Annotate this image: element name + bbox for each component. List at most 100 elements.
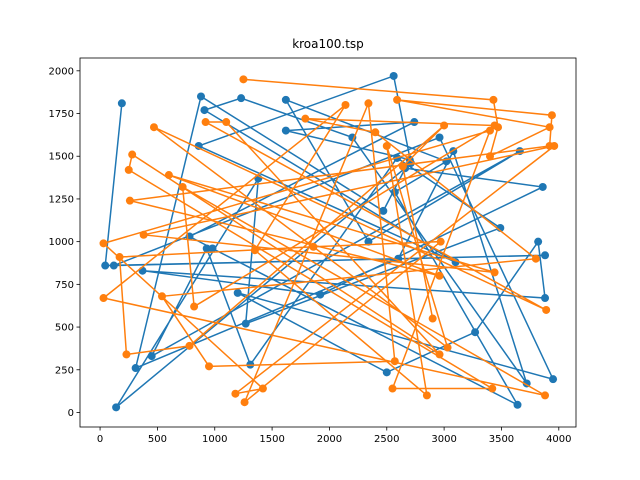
series-2-point bbox=[258, 384, 267, 393]
series-2-point bbox=[436, 237, 445, 246]
series-1-point bbox=[534, 237, 543, 246]
chart-title: kroa100.tsp bbox=[292, 37, 364, 51]
plot-frame bbox=[79, 57, 577, 428]
series-1-point bbox=[541, 294, 550, 303]
series-1-point bbox=[109, 261, 118, 270]
series-2-point bbox=[393, 95, 402, 104]
series-1-point bbox=[138, 266, 147, 275]
series-1-point bbox=[316, 290, 325, 299]
y-tick-label: 250 bbox=[55, 365, 74, 376]
series-2-point bbox=[250, 246, 259, 255]
series-1-point bbox=[435, 133, 444, 142]
series-2-point bbox=[201, 118, 210, 127]
series-1-point bbox=[538, 182, 547, 191]
series-2-point bbox=[490, 268, 499, 277]
series-2-point bbox=[128, 150, 137, 159]
series-2-point bbox=[440, 121, 449, 130]
series-2-point bbox=[149, 123, 158, 132]
series-1-point bbox=[131, 364, 140, 373]
y-tick-label: 2000 bbox=[49, 66, 74, 77]
series-2-point bbox=[158, 292, 166, 301]
series-layer bbox=[99, 71, 559, 412]
series-2-point bbox=[547, 111, 556, 120]
series-2-point bbox=[371, 128, 380, 137]
series-1-point bbox=[194, 141, 203, 150]
series-1-point bbox=[241, 319, 250, 328]
series-2-point bbox=[435, 350, 444, 359]
x-tick-label: 1000 bbox=[202, 434, 227, 445]
y-axis: 0 250 500 750 1000 1250 1500 1750 2000 bbox=[49, 66, 80, 419]
series-2-point bbox=[99, 239, 108, 248]
series-1-point bbox=[112, 403, 121, 412]
series-1-point bbox=[549, 375, 558, 384]
series-2-point bbox=[531, 254, 540, 263]
series-2-point bbox=[443, 343, 452, 352]
series-1-point bbox=[281, 126, 290, 135]
series-2-point bbox=[190, 302, 199, 311]
y-tick-label: 500 bbox=[55, 323, 74, 334]
series-1-point bbox=[541, 251, 550, 260]
series-2-point bbox=[489, 95, 498, 104]
series-2-point bbox=[99, 294, 108, 303]
series-1-point bbox=[382, 368, 391, 377]
series-1-point bbox=[208, 244, 217, 253]
series-1-point bbox=[233, 288, 242, 297]
x-tick-label: 2500 bbox=[374, 434, 399, 445]
series-1-point bbox=[237, 94, 246, 103]
series-2-point bbox=[240, 398, 249, 407]
series-2-point bbox=[485, 152, 494, 161]
series-2-point bbox=[382, 141, 391, 150]
y-tick-label: 1250 bbox=[49, 194, 74, 205]
x-tick-label: 3000 bbox=[431, 434, 456, 445]
series-2-point bbox=[185, 341, 194, 350]
x-tick-label: 3500 bbox=[489, 434, 514, 445]
series-2-point bbox=[398, 162, 407, 171]
series-2-point bbox=[422, 391, 431, 400]
series-2 bbox=[99, 75, 559, 407]
series-1-point bbox=[379, 206, 388, 215]
series-2-point bbox=[301, 114, 310, 123]
series-2-point bbox=[205, 362, 214, 371]
series-1-point bbox=[147, 352, 156, 361]
series-2-point bbox=[490, 121, 499, 130]
y-tick-label: 1000 bbox=[49, 237, 74, 248]
series-2-point bbox=[222, 118, 231, 127]
series-2-point bbox=[545, 123, 554, 132]
series-2-point bbox=[124, 165, 133, 174]
series-1-point bbox=[389, 71, 398, 80]
series-2-point bbox=[122, 350, 131, 359]
series-2-point bbox=[309, 242, 318, 251]
series-2-point bbox=[542, 305, 551, 314]
series-2-point bbox=[388, 384, 397, 393]
series-1-point bbox=[196, 92, 205, 101]
series-2-point bbox=[435, 271, 444, 280]
y-tick-label: 1500 bbox=[49, 152, 74, 163]
series-2-point bbox=[239, 75, 248, 84]
series-2-point bbox=[139, 230, 148, 239]
series-2-point bbox=[164, 171, 173, 180]
series-2-point bbox=[125, 196, 134, 205]
series-1-point bbox=[513, 400, 522, 409]
series-2-point bbox=[115, 253, 124, 262]
series-2-point bbox=[485, 126, 494, 135]
y-tick-label: 0 bbox=[68, 408, 74, 419]
series-2-point bbox=[550, 141, 559, 150]
x-tick-label: 2000 bbox=[317, 434, 342, 445]
x-tick-label: 500 bbox=[148, 434, 167, 445]
x-axis: 0 500 1000 1500 2000 2500 3000 3500 4000 bbox=[97, 427, 572, 445]
series-2-point bbox=[488, 384, 497, 393]
series-2-point bbox=[231, 389, 240, 398]
x-tick-label: 4000 bbox=[546, 434, 571, 445]
series-2-point bbox=[364, 99, 373, 108]
series-2-point bbox=[178, 182, 187, 191]
series-1-point bbox=[200, 106, 209, 115]
y-tick-label: 1750 bbox=[49, 109, 74, 120]
series-2-point bbox=[428, 314, 437, 323]
series-1-point bbox=[364, 237, 373, 246]
series-1-point bbox=[117, 99, 126, 108]
series-2-point bbox=[541, 391, 550, 400]
x-tick-label: 0 bbox=[97, 434, 103, 445]
y-tick-label: 750 bbox=[55, 280, 74, 291]
